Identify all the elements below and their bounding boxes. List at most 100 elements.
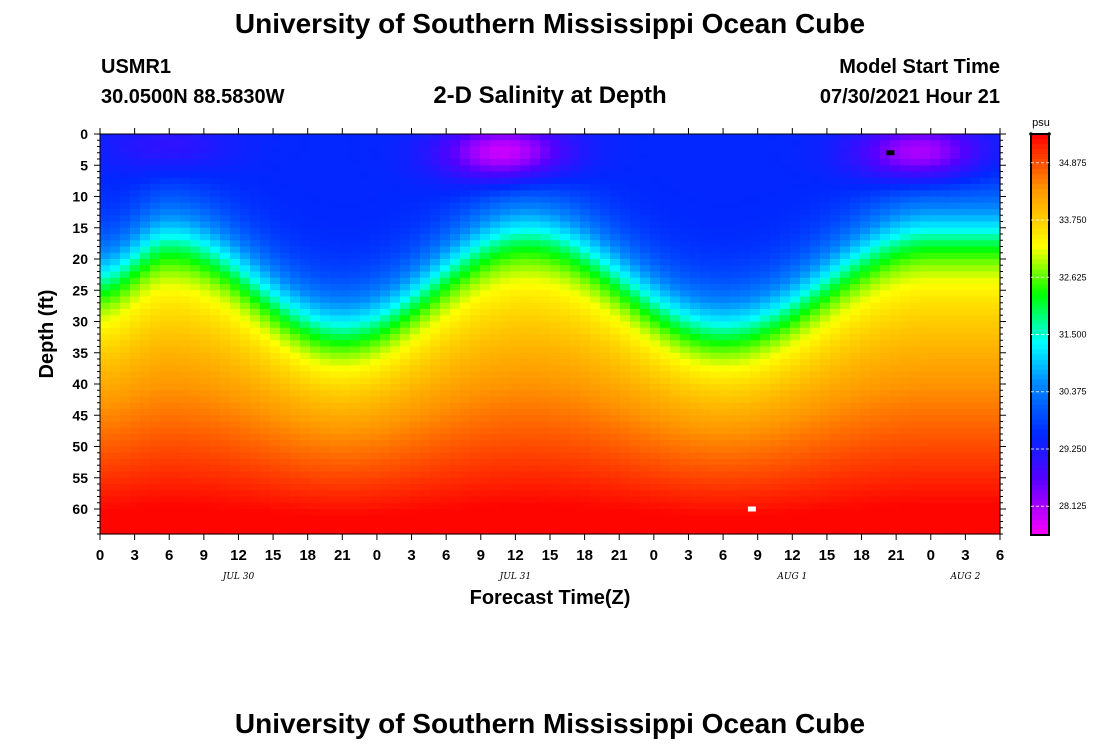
heatmap-cell: [670, 377, 681, 385]
heatmap-cell: [550, 234, 561, 241]
heatmap-cell: [460, 484, 471, 491]
heatmap-cell: [420, 521, 431, 529]
heatmap-cell: [690, 277, 701, 285]
heatmap-cell: [420, 446, 431, 454]
heatmap-cell: [640, 471, 651, 479]
heatmap-cell: [380, 215, 391, 223]
heatmap-cell: [370, 271, 381, 279]
heatmap-cell: [240, 521, 251, 529]
heatmap-cell: [100, 309, 111, 316]
heatmap-cell: [810, 415, 821, 423]
heatmap-cell: [350, 246, 361, 254]
heatmap-cell: [450, 440, 461, 448]
heatmap-cell: [340, 165, 351, 173]
heatmap-cell: [210, 509, 221, 516]
heatmap-cell: [390, 234, 401, 241]
heatmap-cell: [310, 265, 321, 273]
heatmap-cell: [870, 277, 881, 285]
heatmap-cell: [850, 134, 861, 141]
heatmap-cell: [320, 209, 331, 216]
heatmap-cell: [730, 234, 741, 241]
heatmap-cell: [160, 146, 171, 154]
heatmap-cell: [660, 227, 671, 235]
heatmap-cell: [730, 365, 741, 373]
heatmap-cell: [390, 246, 401, 254]
heatmap-cell: [320, 302, 331, 310]
heatmap-cell: [740, 465, 751, 473]
heatmap-cell: [450, 277, 461, 285]
heatmap-cell: [130, 471, 141, 479]
heatmap-cell: [230, 421, 241, 429]
heatmap-cell: [570, 215, 581, 223]
heatmap-cell: [340, 446, 351, 454]
heatmap-cell: [310, 165, 321, 173]
heatmap-cell: [480, 496, 491, 504]
heatmap-cell: [840, 146, 851, 154]
heatmap-cell: [150, 315, 161, 323]
heatmap-cell: [430, 209, 441, 216]
heatmap-cell: [350, 359, 361, 366]
heatmap-cell: [760, 396, 771, 404]
heatmap-cell: [200, 465, 211, 473]
heatmap-cell: [170, 165, 181, 173]
heatmap-cell: [370, 152, 381, 160]
heatmap-cell: [810, 202, 821, 210]
heatmap-cell: [490, 271, 501, 279]
heatmap-cell: [500, 284, 511, 291]
heatmap-cell: [870, 227, 881, 235]
heatmap-cell: [180, 240, 191, 248]
heatmap-cell: [630, 177, 641, 185]
heatmap-cell: [710, 327, 721, 335]
heatmap-cell: [820, 465, 831, 473]
heatmap-cell: [500, 252, 511, 260]
heatmap-cell: [750, 440, 761, 448]
heatmap-cell: [150, 509, 161, 516]
heatmap-cell: [400, 434, 411, 441]
heatmap-cell: [570, 402, 581, 410]
heatmap-cell: [450, 371, 461, 379]
heatmap-cell: [430, 284, 441, 291]
heatmap-cell: [260, 377, 271, 385]
heatmap-cell: [470, 509, 481, 516]
heatmap-cell: [830, 459, 841, 466]
heatmap-cell: [310, 459, 321, 466]
heatmap-cell: [410, 140, 421, 148]
heatmap-cell: [600, 384, 611, 391]
heatmap-cell: [220, 409, 231, 416]
heatmap-cell: [140, 152, 151, 160]
heatmap-cell: [320, 277, 331, 285]
heatmap-cell: [530, 446, 541, 454]
heatmap-cell: [530, 409, 541, 416]
heatmap-cell: [400, 321, 411, 329]
heatmap-cell: [410, 309, 421, 316]
heatmap-cell: [680, 409, 691, 416]
heatmap-cell: [510, 384, 521, 391]
heatmap-cell: [870, 409, 881, 416]
heatmap-cell: [240, 365, 251, 373]
heatmap-cell: [380, 427, 391, 435]
heatmap-cell: [810, 234, 821, 241]
heatmap-cell: [770, 209, 781, 216]
heatmap-cell: [820, 302, 831, 310]
heatmap-cell: [460, 346, 471, 354]
heatmap-cell: [620, 409, 631, 416]
heatmap-cell: [130, 415, 141, 423]
heatmap-cell: [850, 190, 861, 198]
heatmap-cell: [120, 421, 131, 429]
heatmap-cell: [320, 190, 331, 198]
heatmap-cell: [840, 177, 851, 185]
heatmap-cell: [220, 152, 231, 160]
heatmap-cell: [260, 234, 271, 241]
heatmap-cell: [540, 502, 551, 510]
heatmap-cell: [600, 165, 611, 173]
heatmap-cell: [410, 227, 421, 235]
heatmap-cell: [360, 271, 371, 279]
heatmap-cell: [560, 509, 571, 516]
heatmap-cell: [260, 384, 271, 391]
heatmap-cell: [840, 377, 851, 385]
heatmap-cell: [480, 177, 491, 185]
heatmap-cell: [240, 165, 251, 173]
heatmap-cell: [320, 252, 331, 260]
heatmap-cell: [710, 177, 721, 185]
heatmap-cell: [370, 346, 381, 354]
